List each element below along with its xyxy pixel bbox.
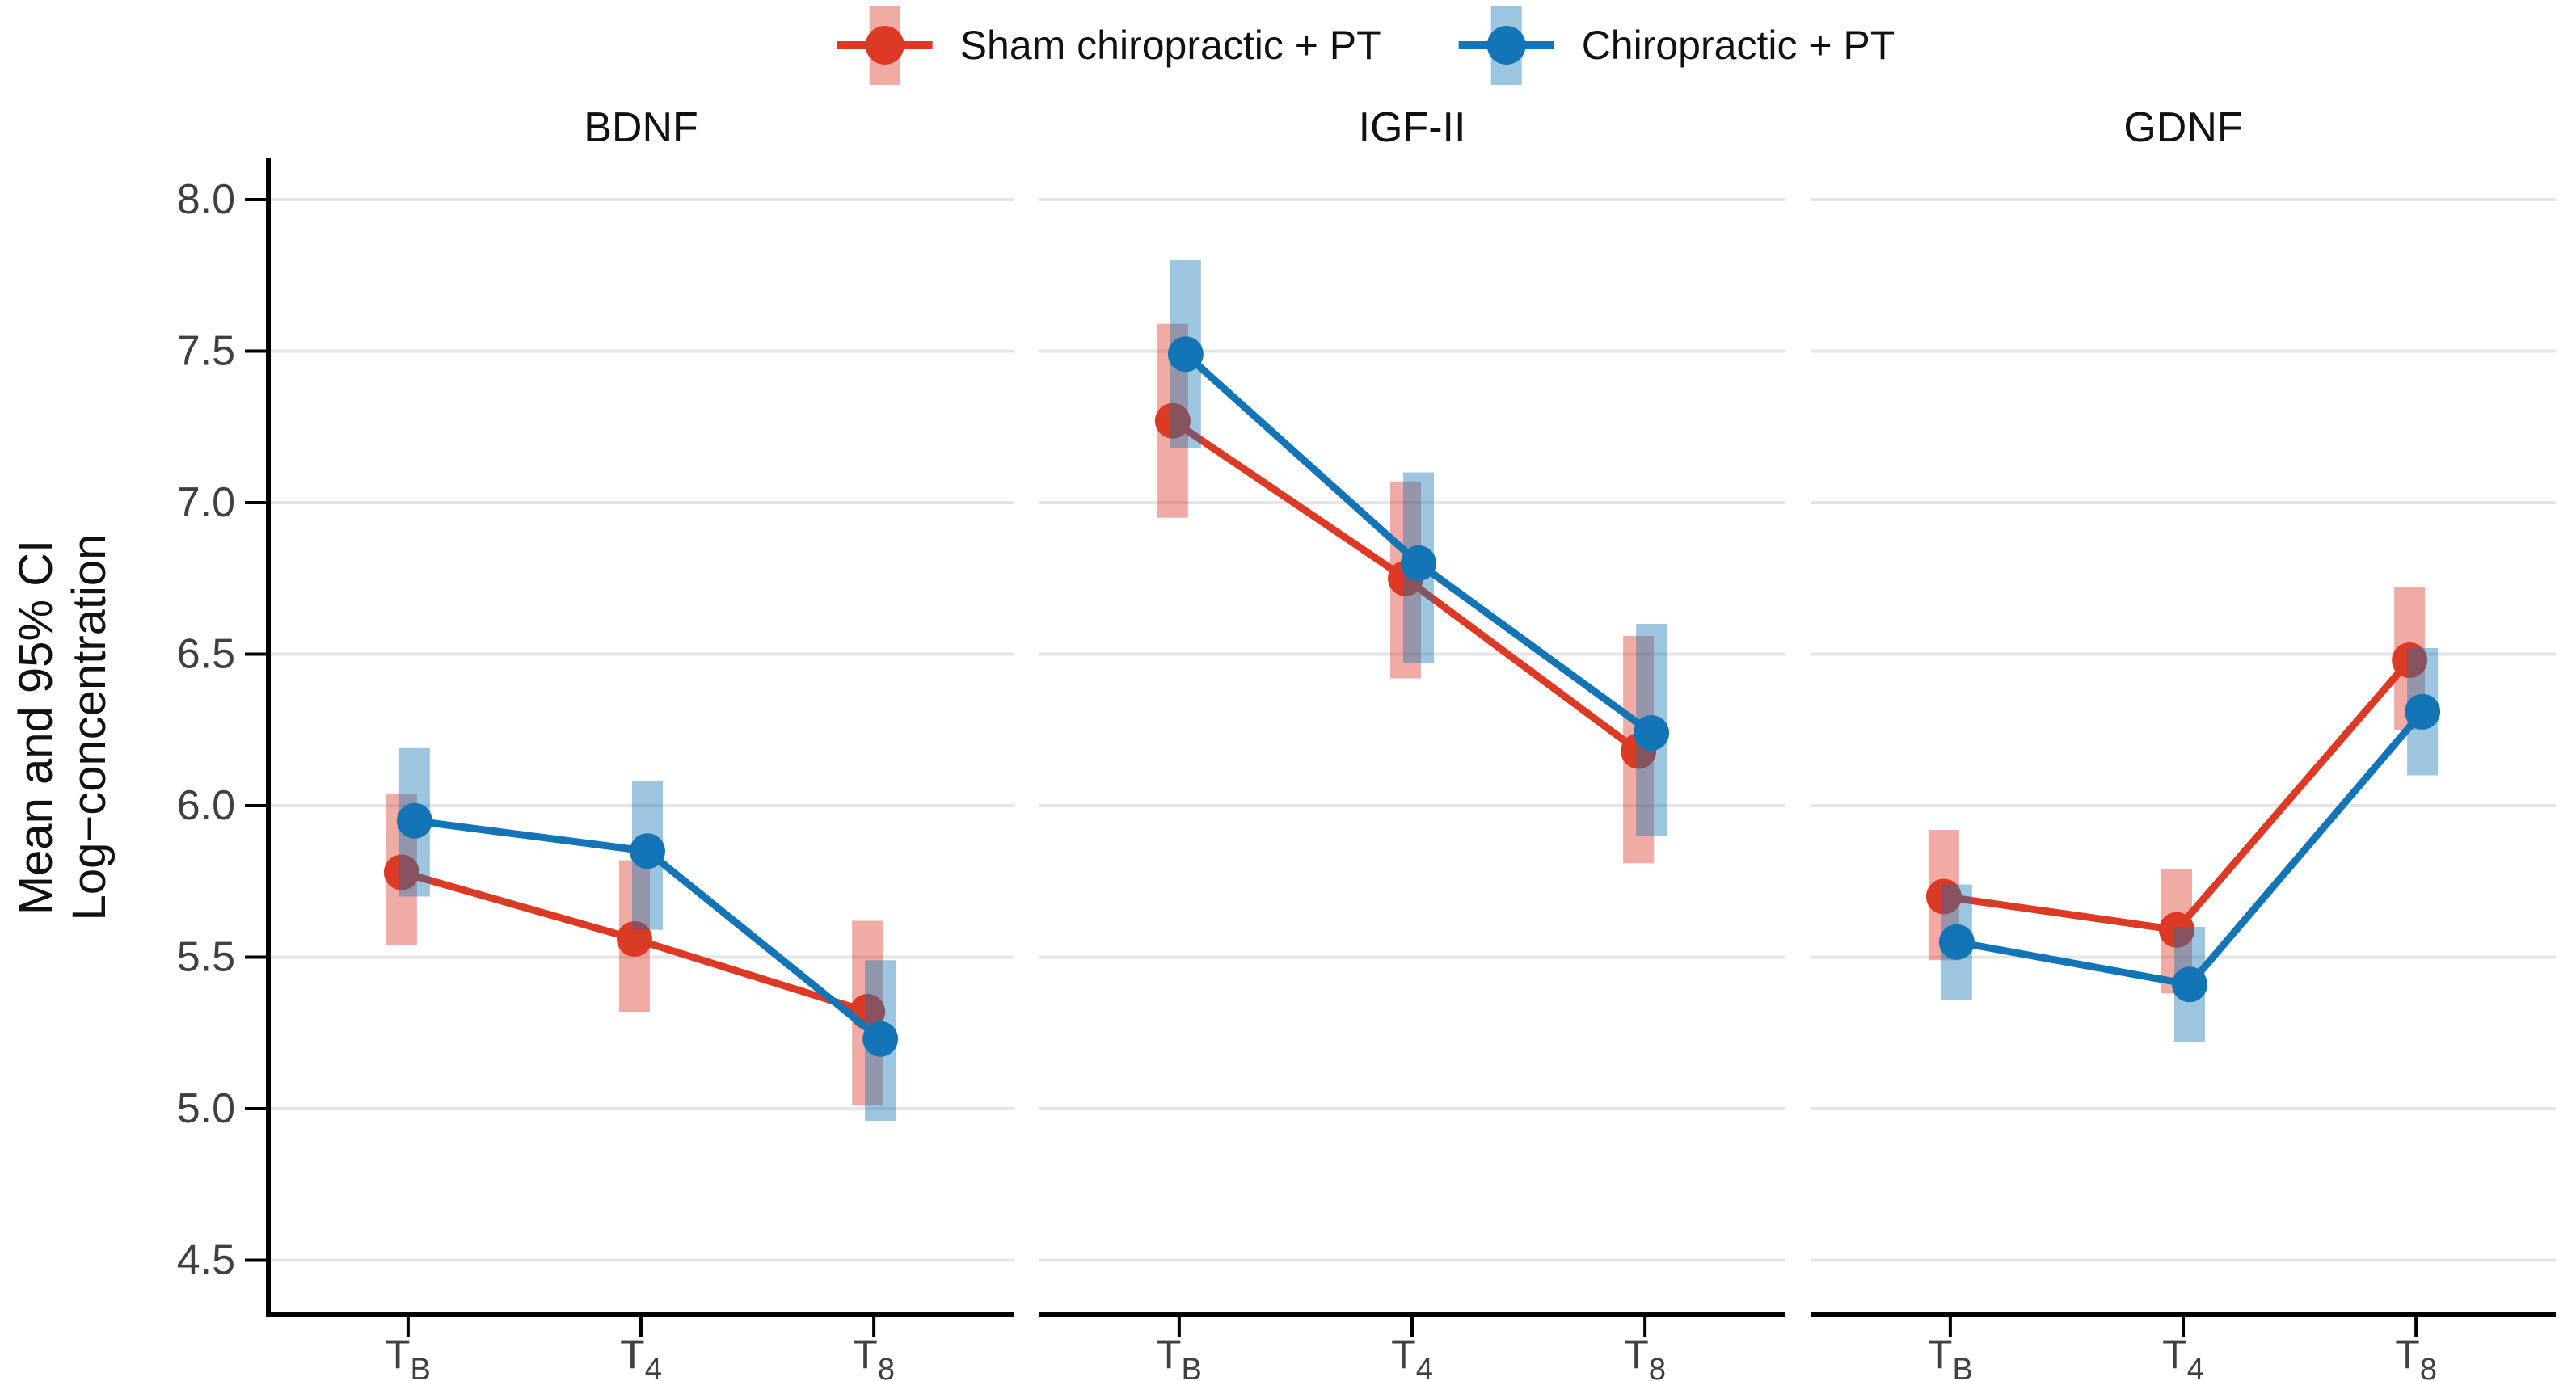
point-icon bbox=[865, 26, 904, 65]
y-tick-label: 4.5 bbox=[177, 1237, 235, 1284]
y-tick-label: 5.5 bbox=[177, 934, 235, 981]
y-tick-label: 7.0 bbox=[177, 479, 235, 526]
data-point bbox=[1938, 924, 1975, 960]
data-point bbox=[2172, 966, 2207, 1003]
data-point bbox=[1401, 545, 1436, 581]
y-tick-label: 6.0 bbox=[177, 782, 235, 829]
data-point bbox=[1167, 336, 1204, 373]
x-tick-label: T4 bbox=[1391, 1332, 1433, 1381]
data-point bbox=[617, 921, 652, 957]
panel-title-bdnf: BDNF bbox=[584, 104, 698, 151]
x-tick-label: TB bbox=[386, 1332, 431, 1381]
x-tick-label: T8 bbox=[2395, 1332, 2437, 1381]
x-tick-label: T8 bbox=[1624, 1332, 1666, 1381]
data-point bbox=[383, 854, 419, 890]
data-point bbox=[396, 802, 432, 839]
legend-marker-sham-icon bbox=[837, 6, 933, 85]
point-icon bbox=[1486, 26, 1526, 65]
panel-title-gdnf: GDNF bbox=[2123, 104, 2243, 151]
data-point bbox=[1634, 715, 1670, 751]
legend-label-chiro: Chiropractic + PT bbox=[1581, 23, 1895, 68]
data-point bbox=[630, 833, 665, 869]
y-tick-label: 6.5 bbox=[177, 631, 235, 678]
data-point bbox=[2405, 693, 2441, 730]
y-tick-label: 5.0 bbox=[177, 1085, 235, 1132]
data-point bbox=[2159, 912, 2194, 948]
data-point bbox=[2392, 642, 2428, 678]
panel-title-igf2: IGF-II bbox=[1358, 104, 1466, 151]
data-point bbox=[1154, 402, 1191, 439]
x-tick-label: T8 bbox=[853, 1332, 895, 1381]
data-point bbox=[862, 1021, 899, 1057]
legend-item-chiro: Chiropractic + PT bbox=[1458, 6, 1895, 85]
y-tick-label: 8.0 bbox=[177, 176, 235, 223]
x-tick-label: TB bbox=[1928, 1332, 1973, 1381]
data-point bbox=[1925, 878, 1962, 915]
y-tick-label: 7.5 bbox=[177, 328, 235, 375]
legend-label-sham: Sham chiropractic + PT bbox=[959, 23, 1381, 68]
x-tick-label: T4 bbox=[2162, 1332, 2204, 1381]
chart-legend: Sham chiropractic + PT Chiropractic + PT bbox=[837, 5, 1895, 86]
x-tick-label: TB bbox=[1157, 1332, 1202, 1381]
x-tick-label: T4 bbox=[620, 1332, 662, 1381]
legend-item-sham: Sham chiropractic + PT bbox=[837, 6, 1381, 85]
legend-marker-chiro-icon bbox=[1458, 6, 1554, 85]
